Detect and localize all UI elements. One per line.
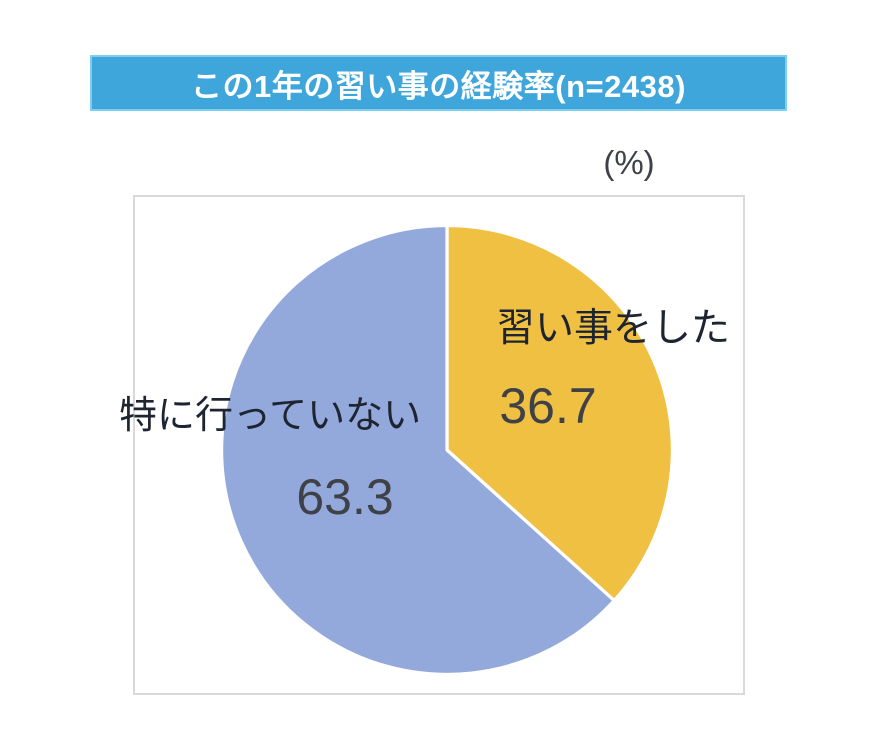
chart-title-banner: この1年の習い事の経験率(n=2438) [90,55,787,111]
pie-chart [220,223,674,677]
pie-slice-none [220,223,616,677]
chart-title: この1年の習い事の経験率(n=2438) [191,68,686,104]
slice-label-none: 特に行っていない [119,395,422,437]
slice-label-lessons: 習い事をした [495,307,730,350]
percent-unit-label: (%) [603,144,655,181]
slice-value-lessons: 36.7 [499,378,597,434]
slice-value-none: 63.3 [296,469,394,525]
pie-slice-lessons [445,223,674,603]
